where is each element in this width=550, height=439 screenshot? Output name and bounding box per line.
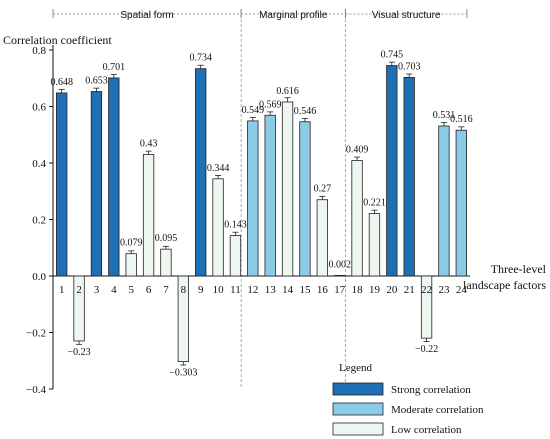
x-tick-label: 22 [421,284,432,296]
data-label: 0.549 [242,105,265,116]
data-label: −0.23 [67,347,90,358]
bar-14 [281,101,294,277]
x-tick-label: 17 [334,284,346,296]
bar-17 [334,275,346,277]
data-label: 0.653 [85,76,108,87]
bar-12 [247,120,259,277]
x-axis-title-line2: landscape factors [463,278,546,292]
data-label: 0.648 [50,77,73,88]
data-label: 0.734 [189,53,212,64]
legend-swatch-moderate [332,402,384,416]
legend-label-moderate: Moderate correlation [391,404,484,416]
x-tick-label: 8 [181,284,187,296]
x-tick-label: 24 [456,284,468,296]
data-label: 0.516 [450,114,473,125]
bar-7 [160,248,172,277]
data-label: 0.095 [155,233,178,244]
data-label: 0.745 [381,50,404,61]
y-tick-label: 0.0 [32,271,46,283]
bar-10 [212,178,224,277]
bar-19 [368,213,381,277]
bar-20 [386,65,398,277]
bar-15 [299,121,311,277]
group-label: Spatial form [120,10,173,21]
bar-1 [56,92,68,277]
x-tick-label: 10 [213,284,225,296]
bar-13 [264,114,276,277]
data-label: 0.703 [398,61,421,72]
x-tick-label: 23 [438,284,450,296]
x-tick-label: 15 [299,284,311,296]
group-label: Marginal profile [259,10,328,21]
data-label: 0.43 [140,139,158,150]
data-label: 0.002 [328,259,351,270]
y-tick-label: 0.4 [32,158,46,170]
legend-label-low: Low correlation [391,424,462,436]
x-tick-label: 12 [247,284,258,296]
legend-label-strong: Strong correlation [391,384,471,396]
y-tick-label: 0.6 [32,102,46,114]
x-tick-label: 5 [128,284,134,296]
x-tick-label: 19 [369,284,381,296]
x-tick-label: 20 [386,284,398,296]
bar-11 [229,235,242,277]
group-brackets: Spatial form Marginal profile Visual struc… [52,9,468,389]
x-tick-label: 3 [94,284,100,296]
data-label: 0.27 [314,184,332,195]
x-tick-label: 14 [282,284,294,296]
data-label: 0.221 [363,198,386,209]
bar-23 [438,125,450,277]
data-label: 0.546 [294,106,317,117]
x-tick-label: 21 [404,284,415,296]
data-label: −0.303 [169,368,197,379]
x-tick-label: 7 [163,284,169,296]
legend-swatch-strong [332,382,384,396]
y-tick-label: −0.2 [26,328,46,340]
x-tick-label: 16 [317,284,329,296]
x-axis-title-line1: Three-level [491,262,547,276]
data-label: 0.701 [103,62,126,73]
data-label: 0.344 [207,163,230,174]
x-tick-label: 18 [352,284,364,296]
x-tick-label: 11 [230,284,241,296]
bar-4 [108,77,120,277]
bar-18 [351,160,363,277]
bar-9 [195,68,207,277]
y-tick-label: −0.4 [26,384,46,396]
data-label: 0.531 [433,110,456,121]
data-label: 0.616 [276,86,299,97]
data-label: 0.569 [259,99,282,110]
x-tick-label: 2 [76,284,82,296]
bar-24 [455,129,467,277]
y-tick-label: 0.8 [32,45,46,57]
x-tick-label: 13 [265,284,277,296]
data-label: 0.079 [120,238,143,249]
y-tick-label: 0.2 [32,215,46,227]
bars: 1 0.648 2 −0.23 3 0.653 4 0.701 5 0.079 6 0.43 7 0.09… [50,50,472,379]
bar-21 [403,77,415,277]
data-label: −0.22 [415,344,438,355]
bar-3 [90,91,103,277]
bar-5 [125,253,137,277]
data-label: 0.409 [346,144,369,155]
x-tick-label: 6 [146,284,152,296]
bar-16 [316,199,328,277]
bar-6 [142,154,155,277]
data-label: 0.143 [224,220,247,231]
legend: Legend Strong correlation Moderate correla… [332,362,484,436]
legend-swatch-low [332,422,384,436]
x-tick-label: 4 [111,284,117,296]
x-tick-label: 9 [198,284,204,296]
y-axis-title: Correlation coefficient [3,33,112,47]
group-label: Visual structure [372,10,441,21]
x-tick-label: 1 [59,284,65,296]
legend-title: Legend [339,362,372,374]
